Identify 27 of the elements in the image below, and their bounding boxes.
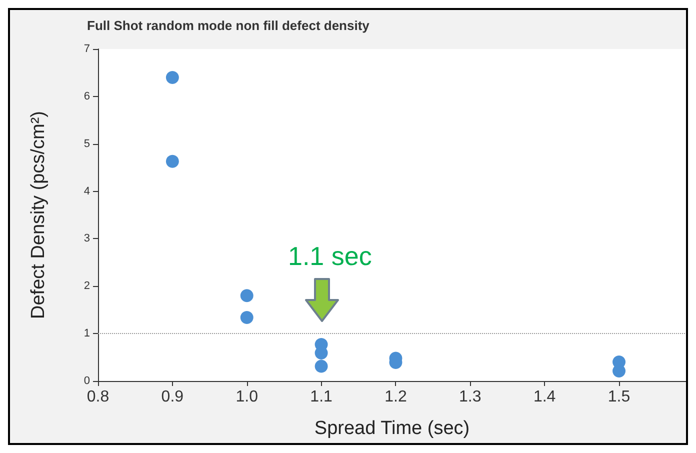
y-tick-label: 4	[84, 185, 90, 198]
point	[314, 360, 328, 373]
x-tick-label: 1.5	[608, 388, 630, 406]
point	[240, 289, 254, 302]
y-tick-label: 1	[84, 328, 90, 340]
y-tick-label: 5	[84, 138, 90, 150]
x-tick-label: 1.2	[384, 388, 407, 406]
x-tick-label: 1.4	[533, 388, 556, 406]
point	[314, 346, 328, 360]
x-tick-label: 0.8	[86, 388, 110, 406]
y-tick-label: 3	[84, 232, 90, 245]
point	[166, 70, 179, 84]
x-axis-title: Spread Time (sec)	[314, 418, 470, 439]
y-tick-label: 0	[84, 375, 90, 387]
y-tick-label: 2	[84, 280, 90, 292]
x-tick-label: 1.3	[459, 388, 482, 406]
y-axis-title: Defect Density (pcs/cm²)	[28, 111, 49, 319]
y-tick-label: 6	[84, 90, 90, 102]
x-tick-label: 1.1	[310, 388, 333, 406]
point	[612, 364, 626, 378]
y-tick-label: 7	[84, 43, 90, 55]
annotation: 1.1 sec	[288, 241, 372, 271]
chart-title: Full Shot random mode non fill defect density	[87, 18, 370, 33]
point	[166, 154, 179, 168]
x-tick-label: 0.9	[161, 388, 184, 406]
x-tick-label: 1.0	[236, 388, 258, 406]
point	[240, 310, 254, 324]
